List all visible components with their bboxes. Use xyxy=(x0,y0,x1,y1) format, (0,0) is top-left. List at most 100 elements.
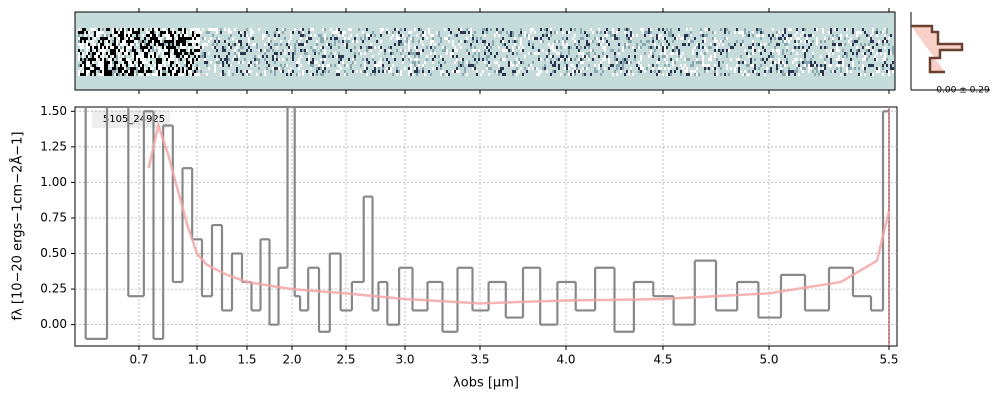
pixel xyxy=(628,55,630,58)
pixel xyxy=(602,46,604,49)
pixel xyxy=(210,61,212,64)
pixel xyxy=(122,70,124,73)
pixel xyxy=(258,61,260,64)
pixel xyxy=(252,43,254,46)
pixel xyxy=(296,40,298,43)
pixel xyxy=(182,55,184,58)
pixel xyxy=(374,73,376,76)
pixel xyxy=(300,43,302,46)
pixel xyxy=(364,67,366,70)
pixel xyxy=(120,70,122,73)
pixel xyxy=(102,46,104,49)
pixel xyxy=(334,43,336,46)
pixel xyxy=(238,55,240,58)
pixel xyxy=(508,34,510,37)
pixel xyxy=(814,28,816,31)
pixel xyxy=(100,49,102,52)
pixel xyxy=(236,67,238,70)
pixel xyxy=(218,37,220,40)
pixel xyxy=(626,70,628,73)
pixel xyxy=(602,70,604,73)
annotation-box xyxy=(92,110,170,128)
pixel xyxy=(752,46,754,49)
pixel xyxy=(476,37,478,40)
pixel xyxy=(708,64,710,67)
pixel xyxy=(146,49,148,52)
pixel xyxy=(742,31,744,34)
pixel xyxy=(810,64,812,67)
pixel xyxy=(508,40,510,43)
pixel xyxy=(102,34,104,37)
pixel xyxy=(666,40,668,43)
pixel xyxy=(716,40,718,43)
pixel xyxy=(338,34,340,37)
pixel xyxy=(876,28,878,31)
pixel xyxy=(280,64,282,67)
pixel xyxy=(366,28,368,31)
pixel xyxy=(704,46,706,49)
pixel xyxy=(694,70,696,73)
pixel xyxy=(494,34,496,37)
pixel xyxy=(748,31,750,34)
pixel xyxy=(672,52,674,55)
pixel xyxy=(162,52,164,55)
pixel xyxy=(406,40,408,43)
pixel xyxy=(170,52,172,55)
pixel xyxy=(264,73,266,76)
pixel xyxy=(628,40,630,43)
pixel xyxy=(180,46,182,49)
pixel xyxy=(690,28,692,31)
pixel xyxy=(362,31,364,34)
pixel xyxy=(600,37,602,40)
pixel xyxy=(442,73,444,76)
pixel xyxy=(592,40,594,43)
pixel xyxy=(770,55,772,58)
pixel xyxy=(536,73,538,76)
pixel xyxy=(344,64,346,67)
pixel xyxy=(158,70,160,73)
pixel xyxy=(666,61,668,64)
pixel xyxy=(814,64,816,67)
pixel xyxy=(94,52,96,55)
pixel xyxy=(114,28,116,31)
pixel xyxy=(158,28,160,31)
pixel xyxy=(308,28,310,31)
pixel xyxy=(232,58,234,61)
pixel xyxy=(610,31,612,34)
pixel xyxy=(588,34,590,37)
pixel xyxy=(712,67,714,70)
pixel xyxy=(118,37,120,40)
pixel xyxy=(684,70,686,73)
pixel xyxy=(266,67,268,70)
pixel xyxy=(402,49,404,52)
pixel xyxy=(472,34,474,37)
pixel xyxy=(268,34,270,37)
pixel xyxy=(104,49,106,52)
y-axis-label: fλ [10−20 ergs−1cm−2Å−1] xyxy=(10,132,26,321)
pixel xyxy=(214,28,216,31)
pixel xyxy=(712,37,714,40)
pixel xyxy=(830,58,832,61)
pixel xyxy=(158,37,160,40)
pixel xyxy=(400,40,402,43)
pixel xyxy=(426,46,428,49)
pixel xyxy=(876,58,878,61)
pixel xyxy=(670,73,672,76)
pixel xyxy=(520,28,522,31)
pixel xyxy=(126,67,128,70)
pixel xyxy=(312,73,314,76)
pixel xyxy=(794,70,796,73)
pixel xyxy=(304,34,306,37)
pixel xyxy=(168,28,170,31)
pixel xyxy=(226,58,228,61)
pixel xyxy=(676,52,678,55)
pixel xyxy=(268,43,270,46)
pixel xyxy=(548,37,550,40)
pixel xyxy=(294,49,296,52)
pixel xyxy=(502,28,504,31)
pixel xyxy=(158,67,160,70)
pixel xyxy=(96,43,98,46)
pixel xyxy=(98,61,100,64)
pixel xyxy=(154,31,156,34)
pixel xyxy=(90,40,92,43)
